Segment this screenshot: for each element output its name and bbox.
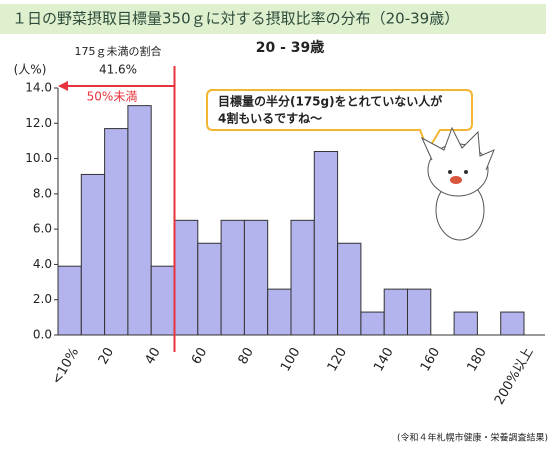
y-axis-label: (人%) xyxy=(14,63,47,77)
x-tick-label: 200%以上 xyxy=(492,345,537,407)
y-tick-label: 2.0 xyxy=(33,292,52,306)
bar xyxy=(313,151,339,336)
bar xyxy=(383,288,409,336)
bar xyxy=(104,128,129,336)
x-tick-label: 160 xyxy=(418,345,443,374)
bar xyxy=(127,105,152,336)
subtitle: 20 - 39歳 xyxy=(256,39,325,56)
y-tick-label: 4.0 xyxy=(33,257,52,271)
bar xyxy=(80,173,106,336)
y-tick-label: 8.0 xyxy=(33,186,52,200)
share-label: 175ｇ未満の割合 xyxy=(75,44,162,58)
bar xyxy=(174,219,199,336)
bar xyxy=(220,219,245,336)
bar xyxy=(453,311,478,336)
x-tick-label: 80 xyxy=(236,345,257,367)
bar xyxy=(197,242,222,336)
bubble-text: 目標量の半分(175g)をとれていない人が xyxy=(218,94,442,109)
bar xyxy=(360,311,385,336)
x-tick-label: 180 xyxy=(464,345,489,374)
bar xyxy=(290,219,315,336)
y-tick-label: 0.0 xyxy=(33,328,52,342)
mascot xyxy=(420,126,495,241)
chart-title: １日の野菜摂取目標量350ｇに対する摂取比率の分布（20-39歳） xyxy=(12,10,459,28)
x-tick-label: 40 xyxy=(142,345,163,367)
bubble-text: 4割もいるですね～ xyxy=(218,111,322,126)
x-tick-label: 140 xyxy=(371,345,396,374)
title-banner xyxy=(0,4,546,34)
y-tick-label: 14.0 xyxy=(25,81,52,95)
y-tick-label: 10.0 xyxy=(25,151,52,165)
bar xyxy=(337,242,362,336)
y-tick-label: 12.0 xyxy=(25,116,52,130)
threshold-arrowhead xyxy=(58,81,68,91)
share-value: 41.6% xyxy=(99,63,137,77)
x-tick-label: 100 xyxy=(278,345,303,374)
threshold-label: 50%未満 xyxy=(87,90,138,104)
bar xyxy=(407,288,432,336)
bar xyxy=(267,288,292,336)
y-tick-label: 6.0 xyxy=(33,222,52,236)
bar xyxy=(57,265,82,336)
x-tick-label: 60 xyxy=(189,345,210,367)
bar xyxy=(500,311,525,336)
x-tick-label: 20 xyxy=(96,345,117,367)
bar xyxy=(150,265,175,336)
bar xyxy=(243,219,269,336)
source: (令和４年札幌市健康・栄養調査結果) xyxy=(397,432,548,444)
x-tick-label: <10% xyxy=(49,345,82,387)
x-tick-label: 120 xyxy=(325,345,350,374)
